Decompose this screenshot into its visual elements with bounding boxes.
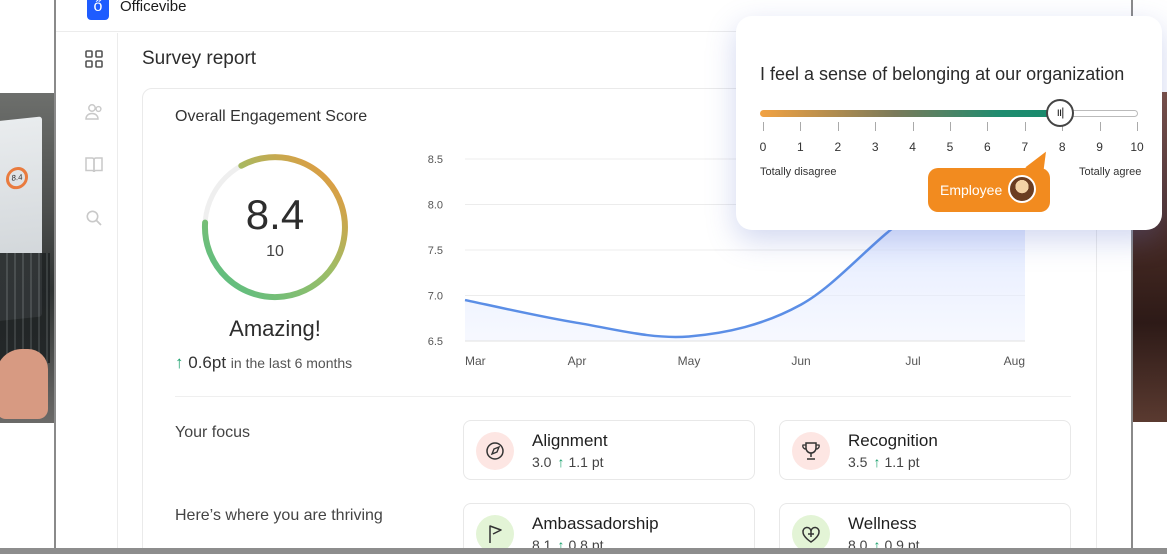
rating-slider[interactable]: ıı| xyxy=(760,98,1140,138)
x-tick-label: Aug xyxy=(1004,354,1025,368)
slider-tick-label: 1 xyxy=(797,140,804,154)
y-tick-label: 8.5 xyxy=(428,154,443,166)
score-denominator: 10 xyxy=(266,243,284,260)
slider-tick xyxy=(763,122,764,131)
slider-tick xyxy=(1099,122,1101,131)
y-tick-label: 7.0 xyxy=(428,291,443,303)
score-rating: Amazing! xyxy=(229,316,321,341)
slider-tick-label: 8 xyxy=(1058,140,1066,154)
slider-tick-label: 6 xyxy=(984,140,991,154)
compass-icon xyxy=(476,432,514,470)
y-tick-label: 8.0 xyxy=(428,200,443,212)
x-tick-label: Jul xyxy=(905,354,920,368)
focus-tile-recognition[interactable]: Recognition 3.5 ↑ 1.1 pt xyxy=(779,420,1071,480)
score-trend: ↑ 0.6pt in the last 6 months xyxy=(175,353,352,373)
slider-tick-label: 9 xyxy=(1096,140,1103,154)
thriving-tile-wellness[interactable]: Wellness 8.0 ↑ 0.9 pt xyxy=(779,503,1071,554)
slider-tick xyxy=(1137,122,1138,131)
slider-tick xyxy=(912,122,914,131)
slider-tick-label: 7 xyxy=(1021,140,1029,154)
tile-name: Wellness xyxy=(848,514,917,533)
card-title: Overall Engagement Score xyxy=(175,108,368,125)
slider-tick-label: 3 xyxy=(871,140,879,154)
people-icon[interactable] xyxy=(84,102,104,122)
page-title: Survey report xyxy=(142,48,257,69)
side-nav xyxy=(56,33,118,554)
slider-tick xyxy=(1024,122,1026,131)
slider-track-fill xyxy=(760,110,1060,117)
bottom-edge xyxy=(0,548,1167,554)
x-tick-label: Mar xyxy=(465,354,486,368)
slider-tick-label: 10 xyxy=(1130,140,1144,154)
x-tick-label: Apr xyxy=(568,354,587,368)
score-value: 8.4 xyxy=(245,191,305,238)
series-area xyxy=(465,168,1025,341)
engagement-card: Overall Engagement Score 8.4 10 Amazing!… xyxy=(142,88,1097,554)
y-tick-label: 7.5 xyxy=(428,245,443,257)
trend-text: in the last 6 months xyxy=(230,355,353,371)
employee-label: Employee xyxy=(940,182,1003,198)
arrow-up-icon: ↑ xyxy=(557,454,565,470)
tile-value: 3.5 ↑ 1.1 pt xyxy=(848,454,920,470)
tile-name: Ambassadorship xyxy=(532,514,659,533)
avatar xyxy=(1008,175,1036,203)
slider-tick-label: 4 xyxy=(909,140,916,154)
thriving-tile-ambassadorship[interactable]: Ambassadorship 8.1 ↑ 0.8 pt xyxy=(463,503,755,554)
employee-tag: Employee xyxy=(928,168,1050,212)
slider-tick-label: 2 xyxy=(834,140,842,154)
slider-tick xyxy=(837,122,839,131)
focus-label: Your focus xyxy=(175,424,251,441)
x-tick-label: Jun xyxy=(791,354,810,368)
slider-tick xyxy=(800,122,802,131)
slider-tick-label: 0 xyxy=(759,140,767,154)
heart-plus-icon xyxy=(792,515,830,553)
arrow-up-icon: ↑ xyxy=(873,454,881,470)
trend-value: 0.6pt xyxy=(188,353,227,372)
slider-tick-label: 5 xyxy=(946,140,954,154)
background-photo-laptop: 8.4 xyxy=(0,93,54,423)
score-gauge xyxy=(202,154,348,301)
top-bar: ő Officevibe xyxy=(56,0,1131,32)
question-text: I feel a sense of belonging at our organ… xyxy=(760,64,1125,84)
slider-thumb[interactable]: ıı| xyxy=(1046,99,1074,127)
thriving-label: Here’s where you are thriving xyxy=(175,507,383,524)
arrow-up-icon: ↑ xyxy=(175,353,184,372)
logo-icon[interactable]: ő xyxy=(87,0,109,20)
tile-name: Recognition xyxy=(848,431,938,450)
divider xyxy=(175,396,1071,397)
max-label: Totally agree xyxy=(1079,166,1142,178)
slider-tick xyxy=(950,122,951,131)
tile-value: 3.0 ↑ 1.1 pt xyxy=(532,454,604,470)
slider-tick xyxy=(987,122,989,131)
focus-tile-alignment[interactable]: Alignment 3.0 ↑ 1.1 pt xyxy=(463,420,755,480)
book-icon[interactable] xyxy=(84,155,104,175)
arrow-up-icon: ↑ xyxy=(873,537,881,553)
y-tick-label: 6.5 xyxy=(428,336,443,348)
flag-icon xyxy=(476,515,514,553)
min-label: Totally disagree xyxy=(760,166,837,178)
arrow-up-icon: ↑ xyxy=(557,537,565,553)
tile-name: Alignment xyxy=(532,431,608,450)
survey-question-popover: I feel a sense of belonging at our organ… xyxy=(736,16,1162,230)
grid-icon[interactable] xyxy=(84,49,104,69)
search-icon[interactable] xyxy=(84,208,104,228)
slider-tick xyxy=(875,122,877,131)
trophy-icon xyxy=(792,432,830,470)
brand-name: Officevibe xyxy=(120,0,187,15)
x-tick-label: May xyxy=(678,354,701,368)
gauge-arc xyxy=(202,154,348,301)
